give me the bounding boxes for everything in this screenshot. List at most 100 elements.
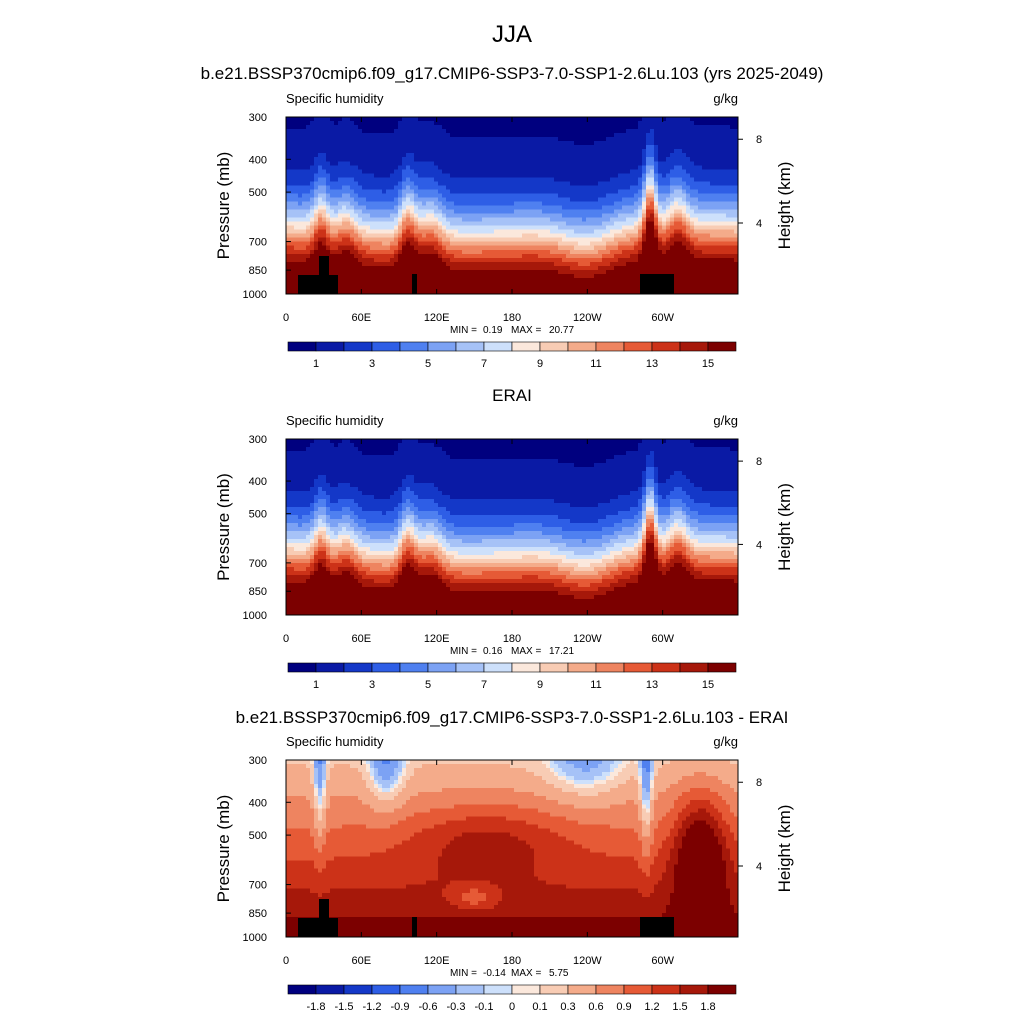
field-cell [670,221,675,227]
field-cell [510,181,515,186]
field-cell [618,221,623,227]
field-cell [654,257,659,263]
field-cell [666,169,671,174]
field-cell [514,273,519,279]
field-cell [422,137,427,142]
field-cell [670,133,675,138]
field-cell [434,265,439,271]
field-cell [434,137,439,142]
field-cell [650,129,655,134]
field-cell [562,189,567,195]
field-cell [406,181,411,186]
field-cell [722,125,727,130]
field-cell [662,125,667,130]
field-cell [358,245,363,251]
field-cell [466,237,471,243]
field-cell [494,193,499,199]
field-cell [734,249,739,255]
field-cell [726,133,731,138]
field-cell [306,221,311,227]
field-cell [562,161,567,166]
field-cell [650,149,655,154]
field-cell [382,121,387,126]
field-cell [538,205,543,211]
field-cell [442,257,447,263]
field-cell [574,173,579,178]
field-cell [554,261,559,267]
field-cell [462,273,467,279]
field-cell [294,201,299,207]
field-cell [542,153,547,158]
field-cell [406,173,411,178]
field-cell [534,153,539,158]
field-cell [518,249,523,255]
field-cell [674,137,679,142]
field-cell [634,213,639,219]
field-cell [450,129,455,134]
field-cell [566,185,571,191]
field-cell [514,121,519,126]
field-cell [406,269,411,275]
field-cell [678,277,683,283]
field-cell [582,125,587,130]
field-cell [658,213,663,219]
field-cell [450,261,455,267]
field-cell [522,121,527,126]
field-cell [506,213,511,219]
field-cell [322,201,327,207]
field-cell [462,177,467,182]
field-cell [646,153,651,158]
field-cell [574,193,579,199]
field-cell [334,137,339,142]
field-cell [590,281,595,287]
field-cell [534,161,539,166]
field-cell [614,165,619,170]
field-cell [626,229,631,235]
field-cell [374,245,379,251]
field-cell [722,233,727,239]
field-cell [498,241,503,247]
field-cell [626,141,631,146]
field-cell [610,165,615,170]
field-cell [530,273,535,279]
y-tick-label: 300 [249,112,267,124]
field-cell [542,289,547,295]
field-cell [506,129,511,134]
field-cell [526,289,531,295]
field-cell [502,157,507,162]
field-cell [366,257,371,263]
field-cell [474,189,479,195]
field-cell [494,285,499,291]
field-cell [618,157,623,162]
field-cell [722,121,727,126]
field-cell [470,261,475,267]
field-cell [298,169,303,174]
field-cell [414,221,419,227]
field-cell [374,129,379,134]
field-cell [470,237,475,243]
field-cell [614,269,619,275]
field-cell [462,205,467,211]
field-cell [354,253,359,259]
field-cell [354,173,359,178]
field-cell [526,249,531,255]
field-cell [462,281,467,287]
field-cell [386,185,391,191]
field-cell [362,173,367,178]
field-cell [326,205,331,211]
field-cell [302,185,307,191]
field-cell [650,261,655,267]
field-cell [638,189,643,195]
field-cell [310,249,315,255]
field-cell [626,213,631,219]
field-cell [646,137,651,142]
field-cell [466,257,471,263]
field-cell [482,225,487,231]
field-cell [518,129,523,134]
field-cell [678,229,683,235]
field-cell [366,137,371,142]
field-cell [610,173,615,178]
field-cell [702,237,707,243]
field-cell [702,141,707,146]
field-cell [590,133,595,138]
